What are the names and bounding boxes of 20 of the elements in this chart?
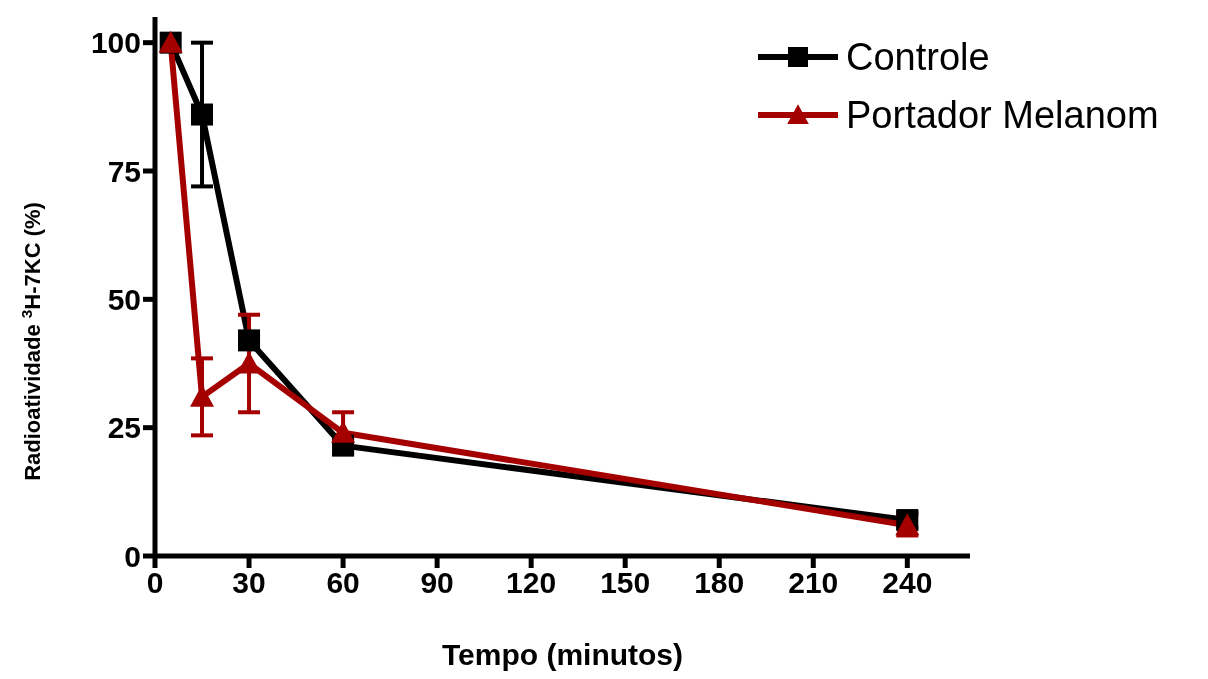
x-tick-label: 210 (788, 566, 839, 600)
x-axis-title: Tempo (minutos) (441, 638, 684, 671)
legend-label: Portador Melanom (846, 93, 1159, 137)
y-tick-label: 0 (124, 539, 141, 573)
x-tick-label: 0 (146, 566, 164, 600)
point (191, 103, 214, 126)
point (238, 329, 261, 352)
x-tick-label: 90 (420, 566, 454, 600)
point (331, 420, 356, 443)
x-tick-label: 240 (882, 566, 933, 600)
x-tick-label: 30 (232, 566, 266, 600)
y-tick-label: 25 (107, 411, 141, 445)
legend-label: Controle (846, 35, 990, 79)
x-tick-label: 150 (600, 566, 651, 600)
y-tick-label: 100 (90, 26, 141, 60)
x-tick-label: 120 (506, 566, 557, 600)
y-tick-label: 75 (107, 154, 141, 188)
y-tick-label: 50 (107, 282, 141, 316)
x-tick-label: 60 (326, 566, 360, 600)
x-tick-label: 180 (694, 566, 745, 600)
